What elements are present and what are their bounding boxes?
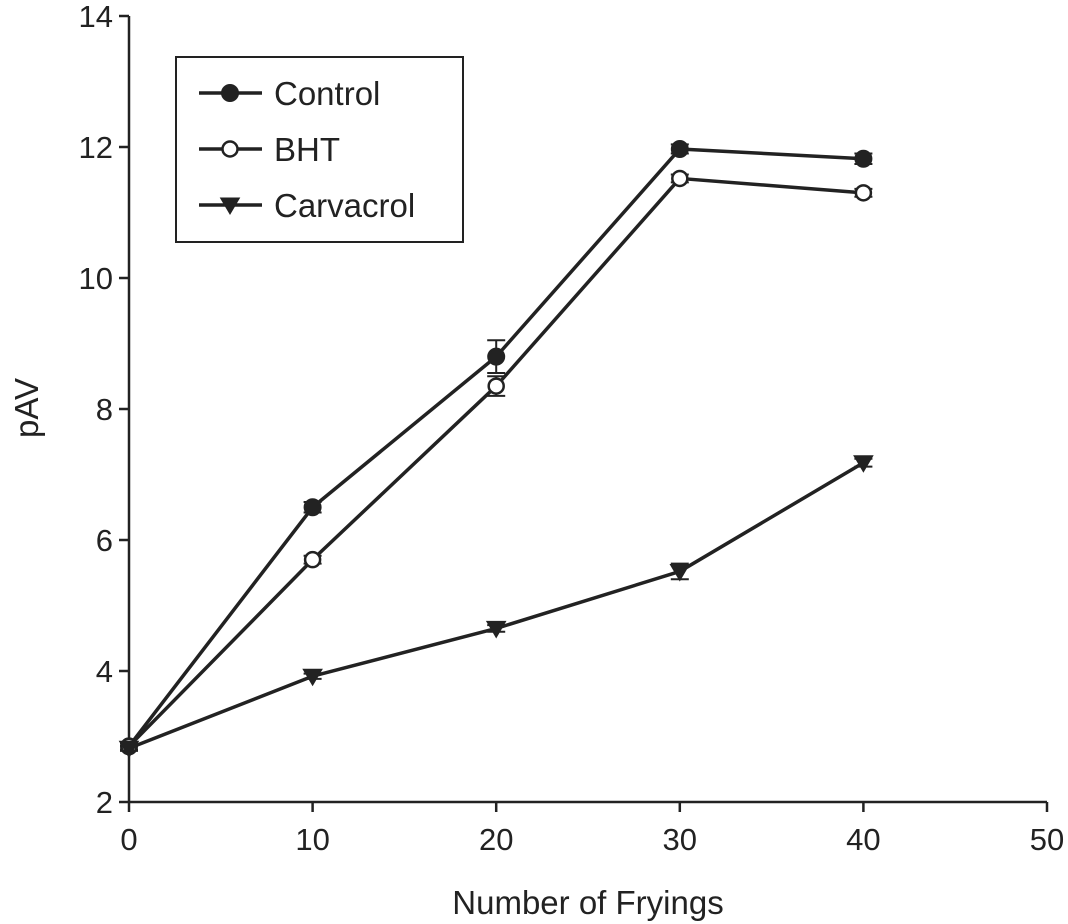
- data-point-bht: [487, 377, 505, 395]
- x-tick-label: 50: [1030, 822, 1064, 857]
- series-carvacrol: [118, 455, 874, 759]
- data-point-control: [303, 498, 322, 517]
- data-point-carvacrol: [485, 620, 507, 639]
- data-point-carvacrol: [853, 455, 874, 473]
- y-tick-label: 14: [79, 0, 113, 34]
- legend-label-carvacrol: Carvacrol: [274, 187, 415, 224]
- series-line-bht: [127, 176, 864, 748]
- data-point-carvacrol: [118, 740, 140, 759]
- legend: Control BHT Carvacrol: [175, 56, 464, 243]
- data-point-bht: [854, 184, 873, 202]
- x-tick-label: 10: [295, 822, 329, 857]
- y-tick-label: 8: [96, 392, 113, 427]
- x-tick-label: 20: [479, 822, 513, 857]
- series-bht: [120, 169, 873, 756]
- x-tick-label: 40: [846, 822, 880, 857]
- legend-label-control: Control: [274, 75, 380, 112]
- axes: 2 4 6 8 10 12 14 0 10 20 30 40 50: [79, 0, 1065, 857]
- y-tick-label: 6: [96, 523, 113, 558]
- data-point-bht: [671, 169, 689, 188]
- x-tick-label: 0: [120, 822, 137, 857]
- data-point-control: [487, 347, 506, 366]
- legend-label-bht: BHT: [274, 131, 340, 168]
- y-tick-label: 10: [79, 261, 113, 296]
- y-tick-label: 2: [96, 785, 113, 820]
- legend-marker-bht: [221, 140, 239, 158]
- legend-marker-carvacrol: [219, 197, 241, 216]
- series-layer: [118, 139, 874, 759]
- data-point-carvacrol: [302, 668, 323, 687]
- legend-marker-control: [221, 84, 239, 102]
- y-tick-label: 12: [79, 130, 113, 165]
- data-point-carvacrol: [669, 563, 691, 582]
- x-tick-label: 30: [663, 822, 697, 857]
- data-point-bht: [303, 550, 322, 569]
- x-axis-title: Number of Fryings: [452, 884, 723, 921]
- data-point-control: [670, 139, 689, 158]
- y-tick-label: 4: [96, 654, 113, 689]
- data-point-control: [854, 149, 873, 168]
- y-axis-title: pAV: [8, 378, 45, 438]
